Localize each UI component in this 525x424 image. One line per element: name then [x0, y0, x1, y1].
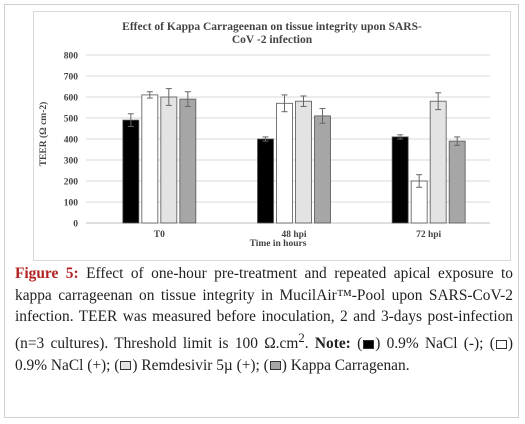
- chart-area: Effect of Kappa Carrageenan on tissue in…: [33, 11, 511, 261]
- legend-text-nacl-pos: ) 0.9% NaCl (+); (: [15, 334, 513, 374]
- legend-swatch-nacl-neg: [363, 339, 375, 349]
- y-axis-label: TEER (Ω cm-2): [38, 102, 49, 167]
- bar: [160, 96, 178, 224]
- x-tick-label: T0: [154, 230, 165, 240]
- y-tick-label: 500: [64, 115, 79, 125]
- bar: [257, 138, 274, 224]
- legend-text-remdesivir: ) Remdesivir 5µ (+); (: [132, 356, 269, 374]
- legend-swatch-kappa: [269, 361, 281, 371]
- note-label: Note:: [314, 334, 351, 352]
- y-tick-label: 800: [64, 52, 79, 62]
- caption-superscript: 2: [298, 330, 305, 345]
- bar: [122, 119, 140, 224]
- x-axis-label: Time in hours: [250, 239, 307, 249]
- caption-text: Effect of one-hour pre-treatment and rep…: [15, 265, 513, 352]
- y-tick-label: 300: [64, 157, 79, 167]
- bar: [179, 98, 197, 224]
- bar: [276, 102, 293, 224]
- caption-paren: (: [350, 334, 363, 352]
- y-tick-label: 400: [64, 136, 79, 146]
- y-tick-label: 700: [64, 73, 79, 83]
- bar: [141, 94, 159, 224]
- bar-chart: Effect of Kappa Carrageenan on tissue in…: [38, 21, 490, 249]
- chart-title-line-1: Effect of Kappa Carrageenan on tissue in…: [122, 21, 422, 33]
- figure-caption: Figure 5: Effect of one-hour pre-treatme…: [15, 263, 513, 376]
- bar: [314, 115, 331, 224]
- legend-swatch-remdesivir: [120, 361, 132, 371]
- y-tick-label: 100: [64, 199, 79, 209]
- x-tick-label: 48 hpi: [281, 230, 306, 240]
- bar: [295, 100, 312, 224]
- x-tick-label: 72 hpi: [416, 230, 441, 240]
- legend-text-nacl-neg: ) 0.9% NaCl (-); (: [375, 334, 495, 352]
- legend-swatch-nacl-pos: [495, 339, 507, 349]
- bar: [448, 140, 466, 224]
- figure-frame: Effect of Kappa Carrageenan on tissue in…: [4, 4, 519, 418]
- y-tick-label: 0: [73, 220, 78, 230]
- y-tick-label: 600: [64, 94, 79, 104]
- chart-title-line-2: CoV -2 infection: [232, 34, 313, 46]
- caption-text-period: .: [304, 334, 315, 352]
- bar: [391, 136, 409, 224]
- y-tick-label: 200: [64, 178, 79, 188]
- bar: [429, 100, 447, 224]
- figure-label: Figure 5:: [15, 265, 79, 282]
- legend-text-kappa: ) Kappa Carragenan.: [281, 356, 410, 374]
